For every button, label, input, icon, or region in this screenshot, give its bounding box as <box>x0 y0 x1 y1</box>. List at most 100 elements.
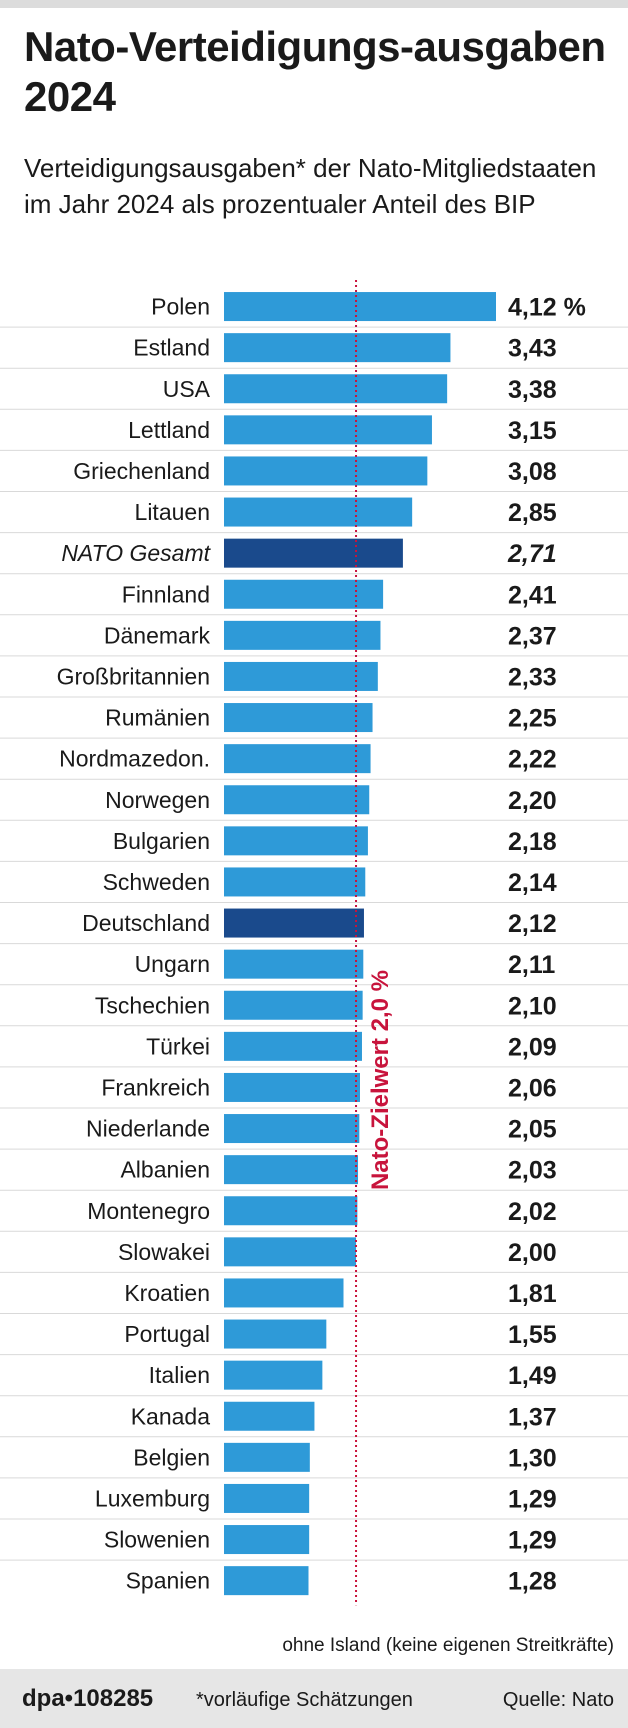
target-label: Nato-Zielwert 2,0 % <box>367 970 394 1190</box>
bar <box>224 1237 357 1267</box>
category-label: NATO Gesamt <box>61 540 211 566</box>
value-label: 2,02 <box>508 1198 557 1226</box>
category-label: Ungarn <box>135 951 210 977</box>
bar <box>224 1072 360 1102</box>
bar <box>224 785 370 815</box>
value-label: 3,08 <box>508 458 557 486</box>
bar <box>224 1401 315 1431</box>
value-label: 2,22 <box>508 746 557 774</box>
category-label: Slowakei <box>118 1239 210 1265</box>
value-label: 2,37 <box>508 622 557 650</box>
bar <box>224 579 384 609</box>
value-labels: 4,12 % 3,43 3,38 3,15 3,08 2,85 2,71 2,41 2,37 2,… <box>507 294 586 1596</box>
category-label: Großbritannien <box>57 663 210 689</box>
bar <box>224 826 368 856</box>
value-label: 2,09 <box>508 1033 557 1061</box>
category-label: Bulgarien <box>113 828 210 854</box>
bar <box>224 538 403 568</box>
dpa-logo: dpa•108285 <box>22 1685 154 1712</box>
value-label: 2,06 <box>508 1074 557 1102</box>
category-label: Türkei <box>146 1033 210 1059</box>
category-label: Deutschland <box>82 910 210 936</box>
category-label: Dänemark <box>104 622 211 648</box>
value-label: 2,85 <box>508 499 557 527</box>
category-label: Griechenland <box>73 458 210 484</box>
bar <box>224 415 432 445</box>
bar <box>224 990 363 1020</box>
bar <box>224 1114 360 1144</box>
category-label: Spanien <box>126 1568 210 1594</box>
category-label: USA <box>163 376 211 402</box>
value-label: 2,10 <box>508 992 557 1020</box>
category-label: Finnland <box>122 581 210 607</box>
value-label: 1,28 <box>508 1568 557 1596</box>
bar <box>224 292 496 322</box>
category-label: Luxemburg <box>95 1485 210 1511</box>
value-label: 2,05 <box>508 1116 557 1144</box>
chart-subtitle: Verteidigungsausgaben* der Nato-Mitglied… <box>24 153 597 219</box>
value-label: 1,49 <box>508 1362 557 1390</box>
category-label: Estland <box>133 335 210 361</box>
value-label: 2,33 <box>508 663 557 691</box>
value-label: 1,29 <box>508 1527 557 1555</box>
source-note: Quelle: Nato <box>502 1689 614 1711</box>
bar <box>224 1155 359 1185</box>
value-label: 4,12 % <box>508 294 586 322</box>
bar <box>224 1525 310 1555</box>
bar <box>224 456 428 486</box>
bar <box>224 744 371 774</box>
value-label: 1,29 <box>508 1485 557 1513</box>
value-label: 3,15 <box>508 417 557 445</box>
value-label: 2,20 <box>508 787 557 815</box>
value-label: 2,12 <box>508 910 557 938</box>
category-label: Albanien <box>120 1157 210 1183</box>
chart-title: Nato-Verteidigungs-ausgaben 2024 <box>24 23 606 120</box>
bar <box>224 1442 310 1472</box>
value-label: 1,55 <box>508 1321 557 1349</box>
category-label: Kroatien <box>124 1280 210 1306</box>
bar <box>224 333 451 363</box>
bar <box>224 867 366 897</box>
value-label: 2,71 <box>507 540 557 568</box>
value-label: 2,25 <box>508 705 557 733</box>
bar <box>224 1319 327 1349</box>
category-label: Rumänien <box>105 705 210 731</box>
target-line-group: Nato-Zielwert 2,0 % <box>355 280 394 1606</box>
category-label: Schweden <box>103 869 210 895</box>
bar <box>224 1278 344 1308</box>
category-labels: Polen Estland USA Lettland Griechenland Litau… <box>57 294 212 1594</box>
value-label: 3,43 <box>508 335 557 363</box>
value-label: 2,14 <box>508 869 557 897</box>
category-label: Montenegro <box>87 1198 210 1224</box>
bars <box>224 292 496 1596</box>
bar-chart: Nato-Zielwert 2,0 % Polen Estland USA Lettl… <box>0 280 628 1606</box>
bar <box>224 703 373 733</box>
category-label: Nordmazedon. <box>59 746 210 772</box>
category-label: Frankreich <box>101 1074 210 1100</box>
bar <box>224 1483 310 1513</box>
value-label: 2,00 <box>508 1239 557 1267</box>
value-label: 2,11 <box>508 951 555 979</box>
category-label: Tschechien <box>95 992 210 1018</box>
value-label: 3,38 <box>508 376 557 404</box>
category-label: Litauen <box>135 499 210 525</box>
bar <box>224 661 378 691</box>
bar <box>224 620 381 650</box>
bar <box>224 1031 362 1061</box>
bar <box>224 1566 309 1596</box>
category-label: Portugal <box>124 1321 210 1347</box>
value-label: 2,41 <box>508 581 557 609</box>
value-label: 1,81 <box>508 1280 557 1308</box>
category-label: Niederlande <box>86 1116 210 1142</box>
category-label: Kanada <box>131 1403 211 1429</box>
category-label: Italien <box>149 1362 210 1388</box>
category-label: Polen <box>151 294 210 320</box>
exclusion-note: ohne Island (keine eigenen Streitkräfte) <box>282 1635 614 1656</box>
estimate-note: *vorläufige Schätzungen <box>196 1689 413 1711</box>
value-label: 1,30 <box>508 1444 557 1472</box>
value-label: 2,03 <box>508 1157 557 1185</box>
category-label: Lettland <box>128 417 210 443</box>
row-separators <box>0 326 628 1561</box>
bar <box>224 374 448 404</box>
